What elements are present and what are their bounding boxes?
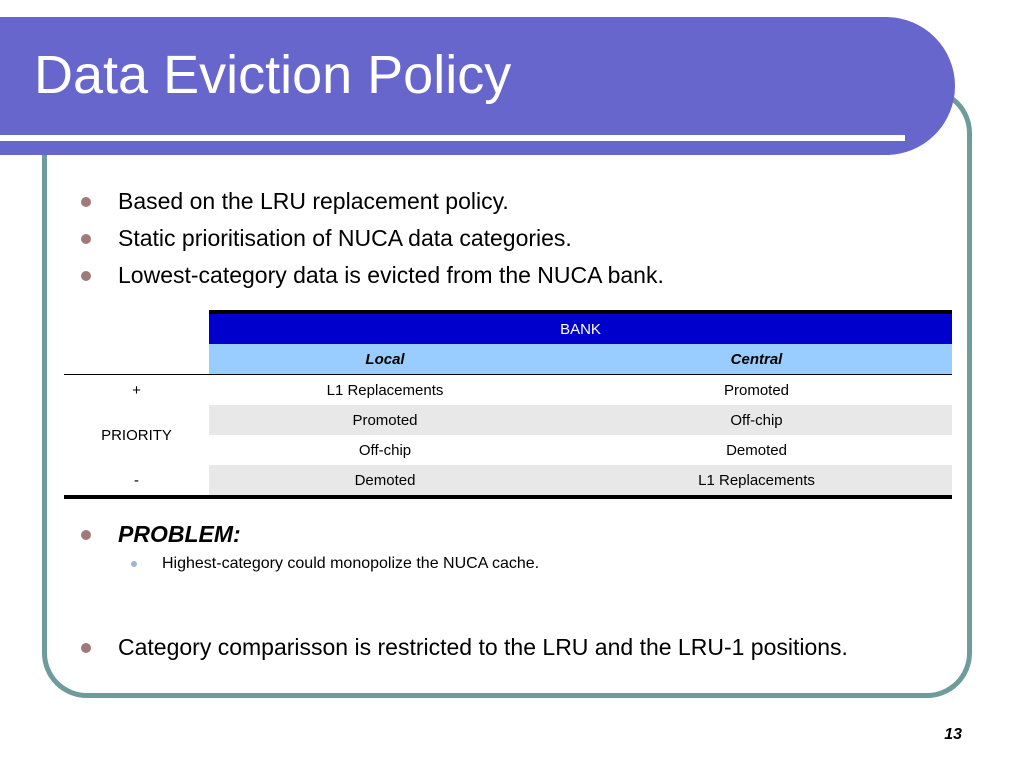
table-corner-cell	[64, 344, 209, 375]
column-header-central: Central	[561, 344, 953, 375]
problem-bullet: PROBLEM:	[78, 516, 958, 552]
problem-section: PROBLEM: Highest-category could monopoli…	[78, 516, 958, 576]
table-cell: L1 Replacements	[561, 465, 953, 499]
problem-sub-text: Highest-category could monopolize the NU…	[162, 555, 540, 572]
bullet-item: Category comparisson is restricted to th…	[78, 629, 998, 666]
sub-bullet-dot-icon	[131, 561, 137, 567]
priority-plus-label: +	[64, 374, 209, 405]
bullet-dot-icon	[81, 530, 91, 540]
bullet-item: Static prioritisation of NUCA data categ…	[78, 220, 958, 257]
column-header-local: Local	[209, 344, 561, 375]
table-cell: Off-chip	[561, 405, 953, 435]
bullet-text: Lowest-category data is evicted from the…	[118, 262, 664, 288]
table-row: - Demoted L1 Replacements	[64, 465, 953, 499]
eviction-priority-table: BANK Local Central + L1 Replacements Pro…	[64, 310, 953, 499]
table-cell: Demoted	[726, 441, 787, 459]
table-row: + L1 Replacements Promoted	[64, 374, 953, 405]
problem-label: PROBLEM:	[118, 521, 241, 547]
table-cell: Demoted	[209, 465, 561, 499]
page-number: 13	[944, 726, 962, 743]
priority-minus-label: -	[64, 465, 209, 499]
problem-sub-bullet: Highest-category could monopolize the NU…	[78, 552, 958, 576]
table-cell: L1 Replacements	[209, 374, 561, 405]
bullet-list: Based on the LRU replacement policy. Sta…	[78, 183, 958, 294]
title-band	[0, 17, 955, 155]
table-cell: Promoted	[209, 405, 561, 435]
priority-label: PRIORITY	[101, 426, 172, 444]
bullet-text: Category comparisson is restricted to th…	[118, 634, 848, 660]
bank-header: BANK	[209, 310, 953, 344]
bullet-text: Static prioritisation of NUCA data categ…	[118, 225, 572, 251]
table-row: Off-chip Demoted	[64, 435, 952, 465]
bullet-item: Based on the LRU replacement policy.	[78, 183, 958, 220]
title-underline	[0, 135, 905, 141]
slide-title: Data Eviction Policy	[34, 45, 512, 105]
table-row: PRIORITY Promoted Off-chip	[64, 405, 953, 444]
bullet-dot-icon	[81, 643, 91, 653]
bullet-dot-icon	[81, 234, 91, 244]
bullet-dot-icon	[81, 197, 91, 207]
table-cell: Off-chip	[358, 441, 412, 459]
table-cell: Promoted	[561, 374, 953, 405]
bullet-item: Lowest-category data is evicted from the…	[78, 257, 958, 294]
table-corner-cell	[64, 312, 209, 344]
bullet-text: Based on the LRU replacement policy.	[118, 188, 509, 214]
bullet-dot-icon	[81, 271, 91, 281]
